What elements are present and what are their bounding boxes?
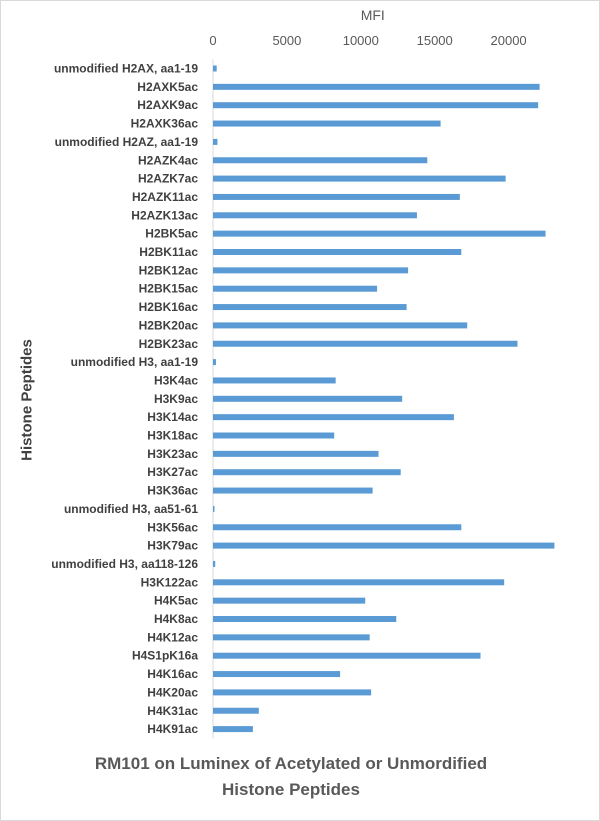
bar: [213, 579, 505, 586]
x-tick-label: 20000: [491, 33, 527, 48]
category-label: H3K18ac: [147, 429, 198, 443]
category-label: unmodified H3, aa1-19: [71, 355, 199, 369]
category-label: H4K31ac: [147, 704, 198, 718]
category-label: H3K4ac: [154, 373, 198, 387]
bar: [213, 634, 370, 641]
bar: [213, 340, 518, 347]
bar: [213, 395, 403, 402]
bar: [213, 505, 215, 512]
category-label: unmodified H3, aa51-61: [64, 502, 198, 516]
category-label: H3K36ac: [147, 484, 198, 498]
bar: [213, 616, 397, 622]
x-tick-label: 15000: [417, 33, 453, 48]
category-label: H2AXK5ac: [137, 80, 198, 94]
bar: [213, 359, 216, 366]
bar: [213, 212, 417, 219]
category-label: H2AXK9ac: [137, 98, 198, 112]
bar: [213, 707, 259, 714]
bar: [213, 65, 217, 72]
bar: [213, 249, 462, 255]
category-label: H2BK12ac: [139, 263, 199, 277]
bar: [213, 652, 481, 659]
bar: [213, 285, 378, 292]
category-label: H4K20ac: [147, 685, 198, 699]
category-label: unmodified H3, aa118-126: [51, 557, 198, 571]
category-label: H3K9ac: [154, 392, 198, 406]
chart-title-line-2: Histone Peptides: [222, 780, 360, 799]
bar: [213, 542, 555, 549]
category-label: unmodified H2AZ, aa1-19: [55, 135, 199, 149]
bar: [213, 469, 401, 476]
category-label: H3K122ac: [141, 575, 199, 589]
category-label: H3K23ac: [147, 447, 198, 461]
x-tick-label: 0: [209, 33, 216, 48]
category-label: H2BK5ac: [145, 227, 198, 241]
x-tick-labels: 0 5000 10000 15000 20000: [209, 33, 526, 48]
bar: [213, 267, 409, 274]
bar: [213, 138, 218, 145]
y-axis-title: Histone Peptides: [18, 339, 35, 461]
bar: [213, 450, 379, 457]
bars: [213, 65, 555, 733]
chart-title-line-1: RM101 on Luminex of Acetylated or Unmord…: [95, 754, 487, 773]
category-label: H3K56ac: [147, 520, 198, 534]
bar: [213, 102, 539, 109]
category-label: H2BK15ac: [139, 282, 199, 296]
bar: [213, 689, 372, 696]
category-label: H4K5ac: [154, 594, 198, 608]
bar: [213, 671, 341, 678]
category-label: H2BK11ac: [139, 245, 198, 259]
category-labels: unmodified H2AX, aa1-19 H2AXK5ac H2AXK9ac H…: [51, 62, 198, 737]
x-tick-label: 5000: [272, 33, 301, 48]
bar: [213, 304, 407, 311]
category-label: H2AXK36ac: [131, 117, 199, 131]
bar: [213, 487, 373, 494]
category-label: H2AZK13ac: [131, 208, 198, 222]
bar: [213, 157, 428, 164]
category-label: H2BK23ac: [139, 337, 199, 351]
category-label: H3K79ac: [147, 539, 198, 553]
bar: [213, 322, 468, 329]
category-label: unmodified H2AX, aa1-19: [54, 62, 198, 76]
bar: [213, 726, 253, 733]
bar: [213, 377, 336, 384]
bar: [213, 120, 441, 127]
category-label: H4K8ac: [154, 612, 198, 626]
category-label: H4K91ac: [147, 722, 198, 736]
category-label: H4S1pK16a: [132, 649, 198, 663]
category-label: H2AZK11ac: [132, 190, 198, 204]
category-label: H4K16ac: [147, 667, 198, 681]
bar: [213, 432, 335, 439]
category-label: H3K27ac: [147, 465, 198, 479]
bar: [213, 230, 546, 237]
x-tick-label: 10000: [343, 33, 379, 48]
bar: [213, 193, 460, 200]
bar: [213, 175, 506, 182]
bar: [213, 560, 216, 567]
x-axis-title: MFI: [361, 7, 385, 23]
category-label: H3K14ac: [147, 410, 198, 424]
bar: [213, 83, 540, 90]
category-label: H2AZK7ac: [138, 172, 198, 186]
bar: [213, 597, 366, 604]
category-label: H4K12ac: [147, 630, 198, 644]
category-label: H2BK16ac: [139, 300, 199, 314]
bar: [213, 414, 454, 421]
category-label: H2BK20ac: [139, 318, 199, 332]
category-label: H2AZK4ac: [138, 153, 198, 167]
bar: [213, 524, 462, 531]
